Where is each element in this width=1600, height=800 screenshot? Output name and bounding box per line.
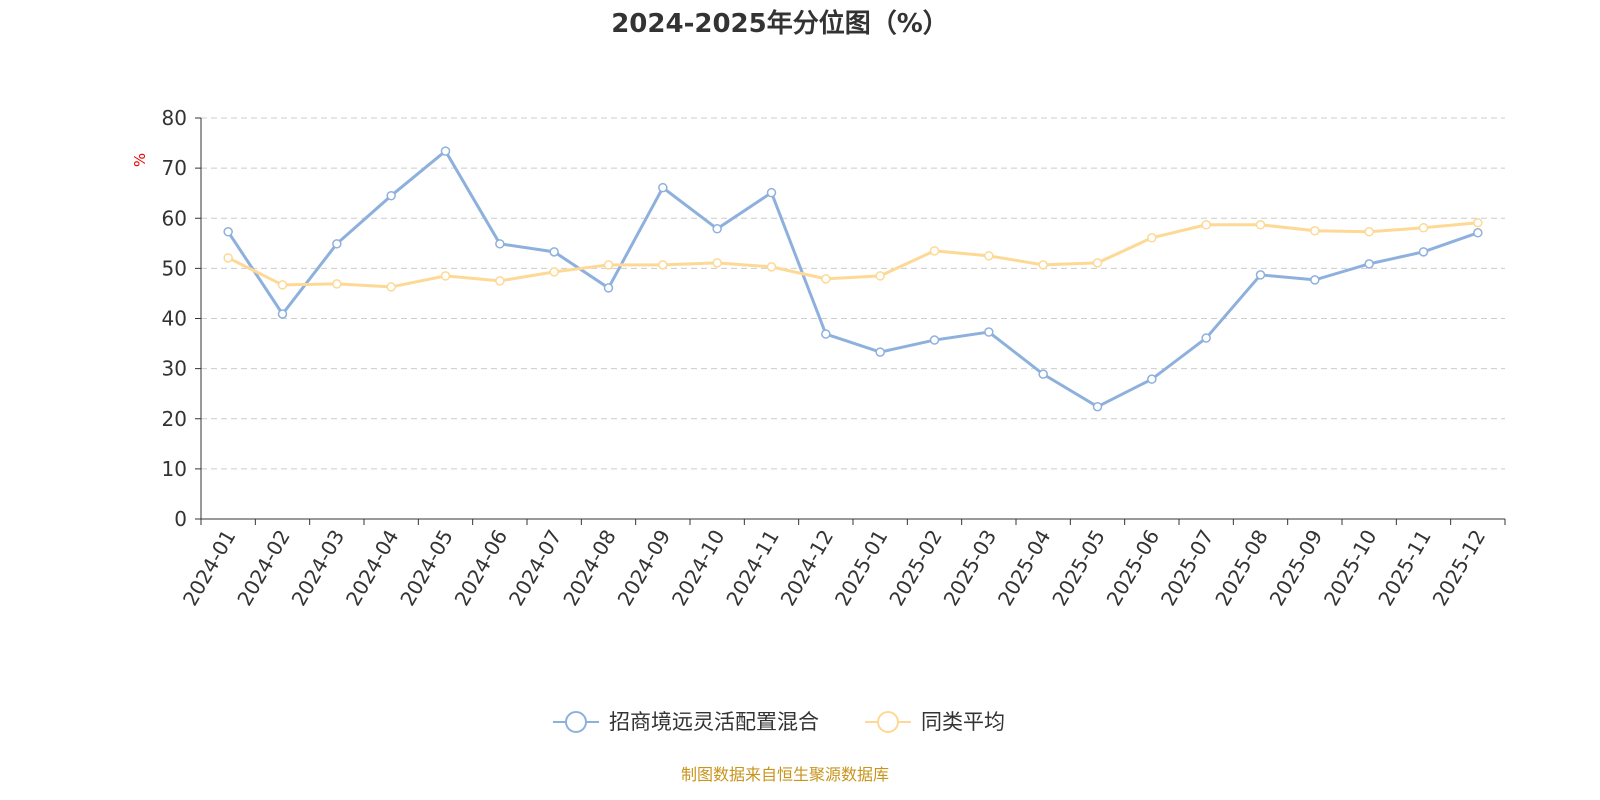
data-point bbox=[1147, 233, 1157, 243]
data-point bbox=[766, 262, 777, 272]
data-point bbox=[440, 146, 451, 156]
y-tick-label: 70 bbox=[162, 156, 187, 180]
x-tick-label: 2025-07 bbox=[1156, 526, 1219, 610]
data-point bbox=[712, 258, 722, 268]
y-tick-label: 30 bbox=[162, 357, 187, 381]
x-tick-label: 2025-06 bbox=[1102, 526, 1165, 610]
data-point bbox=[875, 347, 885, 357]
data-point bbox=[1201, 220, 1211, 230]
data-point bbox=[386, 282, 396, 292]
data-point bbox=[766, 187, 777, 198]
x-tick-label: 2025-02 bbox=[884, 526, 947, 610]
data-point bbox=[549, 267, 559, 277]
y-tick-label: 80 bbox=[162, 106, 187, 130]
x-tick-label: 2025-12 bbox=[1428, 526, 1491, 610]
data-point bbox=[277, 309, 288, 319]
data-point bbox=[984, 327, 994, 337]
data-point bbox=[332, 239, 342, 249]
x-tick-label: 2024-11 bbox=[721, 526, 784, 610]
data-point bbox=[658, 260, 668, 270]
legend-marker-1 bbox=[877, 711, 899, 733]
data-point bbox=[875, 271, 885, 281]
data-point bbox=[495, 239, 505, 249]
data-point bbox=[1473, 218, 1483, 228]
y-tick-label: 10 bbox=[162, 457, 187, 481]
y-axis-label: % bbox=[131, 153, 149, 167]
y-tick-label: 40 bbox=[162, 307, 187, 331]
x-tick-label: 2024-05 bbox=[395, 526, 458, 610]
data-point bbox=[929, 335, 940, 345]
data-point bbox=[1418, 247, 1429, 257]
x-tick-label: 2024-03 bbox=[287, 526, 350, 610]
x-tick-label: 2024-12 bbox=[776, 526, 839, 610]
data-point bbox=[332, 279, 342, 289]
x-tick-label: 2024-02 bbox=[232, 526, 295, 610]
x-tick-label: 2024-07 bbox=[504, 526, 567, 610]
data-point bbox=[712, 224, 722, 234]
legend-label-1: 同类平均 bbox=[921, 710, 1005, 734]
x-tick-label: 2024-01 bbox=[178, 526, 241, 610]
data-point bbox=[1038, 369, 1048, 379]
legend-marker-0 bbox=[565, 711, 587, 733]
x-tick-label: 2024-06 bbox=[450, 526, 513, 610]
data-point bbox=[1147, 374, 1157, 384]
source-note: 制图数据来自恒生聚源数据库 bbox=[681, 765, 889, 784]
data-point bbox=[223, 253, 233, 263]
data-point bbox=[984, 251, 994, 261]
data-point bbox=[1038, 260, 1048, 270]
data-point bbox=[1201, 333, 1211, 343]
data-point bbox=[821, 329, 831, 339]
data-point bbox=[1310, 226, 1320, 236]
data-point bbox=[658, 182, 668, 193]
data-point bbox=[495, 276, 505, 286]
x-tick-label: 2025-08 bbox=[1210, 526, 1273, 610]
data-point bbox=[549, 247, 559, 257]
series-line-1 bbox=[227, 221, 1478, 289]
x-tick-label: 2024-04 bbox=[341, 526, 404, 610]
data-point bbox=[223, 227, 233, 237]
y-tick-label: 50 bbox=[162, 256, 187, 280]
data-point bbox=[1364, 259, 1374, 269]
data-point bbox=[1310, 275, 1320, 285]
x-tick-label: 2025-04 bbox=[993, 526, 1056, 610]
y-tick-label: 0 bbox=[174, 507, 187, 531]
data-point bbox=[821, 274, 831, 284]
data-point bbox=[277, 280, 288, 290]
x-tick-label: 2025-01 bbox=[830, 526, 893, 610]
x-tick-label: 2025-09 bbox=[1265, 526, 1328, 610]
data-point bbox=[1418, 223, 1429, 233]
data-point bbox=[929, 246, 940, 256]
data-point bbox=[1473, 228, 1483, 238]
y-tick-label: 20 bbox=[162, 407, 187, 431]
data-point bbox=[603, 283, 614, 293]
x-tick-label: 2025-03 bbox=[939, 525, 1002, 609]
data-point bbox=[1364, 227, 1374, 237]
data-point bbox=[1255, 220, 1266, 230]
legend-label-0: 招商境远灵活配置混合 bbox=[609, 710, 819, 734]
x-tick-label: 2025-10 bbox=[1319, 526, 1382, 610]
data-point bbox=[1092, 258, 1103, 268]
x-tick-label: 2024-10 bbox=[667, 526, 730, 610]
series-line-0 bbox=[226, 148, 1479, 409]
data-point bbox=[1092, 401, 1103, 412]
data-point bbox=[386, 190, 396, 201]
x-tick-label: 2024-09 bbox=[613, 526, 676, 610]
x-tick-label: 2025-11 bbox=[1373, 526, 1436, 610]
x-tick-label: 2025-05 bbox=[1047, 526, 1110, 610]
data-point bbox=[1255, 270, 1266, 280]
chart-title: 2024-2025年分位图（%） bbox=[611, 8, 949, 39]
data-point bbox=[440, 271, 451, 281]
data-point bbox=[603, 260, 614, 270]
y-tick-label: 60 bbox=[162, 206, 187, 230]
x-tick-label: 2024-08 bbox=[558, 526, 621, 610]
